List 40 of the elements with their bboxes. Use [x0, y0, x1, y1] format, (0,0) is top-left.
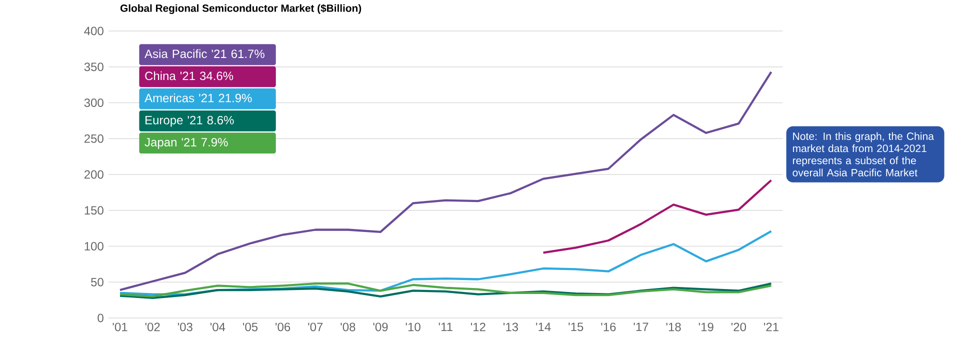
x-tick-label: '18 [666, 322, 681, 332]
text: Americas '21 21.9% [144, 93, 252, 102]
text: Note: In this graph, the China market data from 2014-2021 represents a subset of the overall Asia Pacific Market [792, 132, 934, 176]
y-tick-label: 250 [84, 134, 104, 143]
x-tick-label: '04 [210, 322, 226, 332]
x-tick-label: '15 [568, 322, 584, 332]
chart-title: Global Regional Semiconductor Market ($Billion) [120, 4, 362, 14]
y-tick-label: 100 [84, 242, 104, 251]
x-tick-label: '17 [634, 322, 648, 331]
x-tick-label: '13 [504, 322, 518, 332]
y-tick-label: 300 [84, 98, 104, 108]
x-tick-label: '07 [308, 322, 323, 332]
x-tick-label: '10 [406, 322, 420, 332]
x-tick-label: '16 [601, 322, 616, 332]
y-tick-label: 0 [98, 314, 104, 322]
x-tick-label: '06 [276, 322, 290, 332]
line-series [118, 70, 772, 292]
x-tick-label: '21 [764, 322, 778, 332]
x-tick-label: '01 [112, 322, 128, 332]
text: Europe '21 8.6% [146, 116, 234, 127]
y-tick-label: 200 [84, 170, 104, 179]
text: China '21 34.6% [145, 71, 234, 80]
x-tick-label: '08 [340, 322, 356, 332]
x-tick-label: '09 [373, 322, 388, 332]
x-tick-label: '03 [178, 322, 192, 332]
text: Japan '21 7.9% [144, 138, 228, 149]
y-tick-label: 50 [91, 278, 104, 286]
text: Asia Pacific '21 61.7% [144, 49, 264, 58]
x-tick-label: '11 [438, 322, 452, 331]
x-tick-label: '02 [145, 322, 160, 332]
y-tick-label: 150 [84, 206, 104, 215]
x-tick-label: '05 [243, 322, 258, 332]
line-series [118, 230, 772, 296]
x-tick-label: '20 [731, 322, 746, 332]
x-tick-label: '12 [470, 322, 486, 332]
line-series [542, 179, 772, 254]
x-tick-label: '14 [536, 322, 551, 331]
y-tick-label: 400 [84, 26, 104, 36]
x-tick-label: '19 [698, 322, 714, 332]
y-tick-label: 350 [84, 62, 104, 72]
